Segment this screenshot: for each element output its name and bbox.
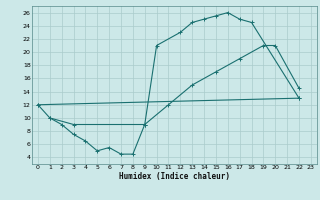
X-axis label: Humidex (Indice chaleur): Humidex (Indice chaleur) <box>119 172 230 181</box>
